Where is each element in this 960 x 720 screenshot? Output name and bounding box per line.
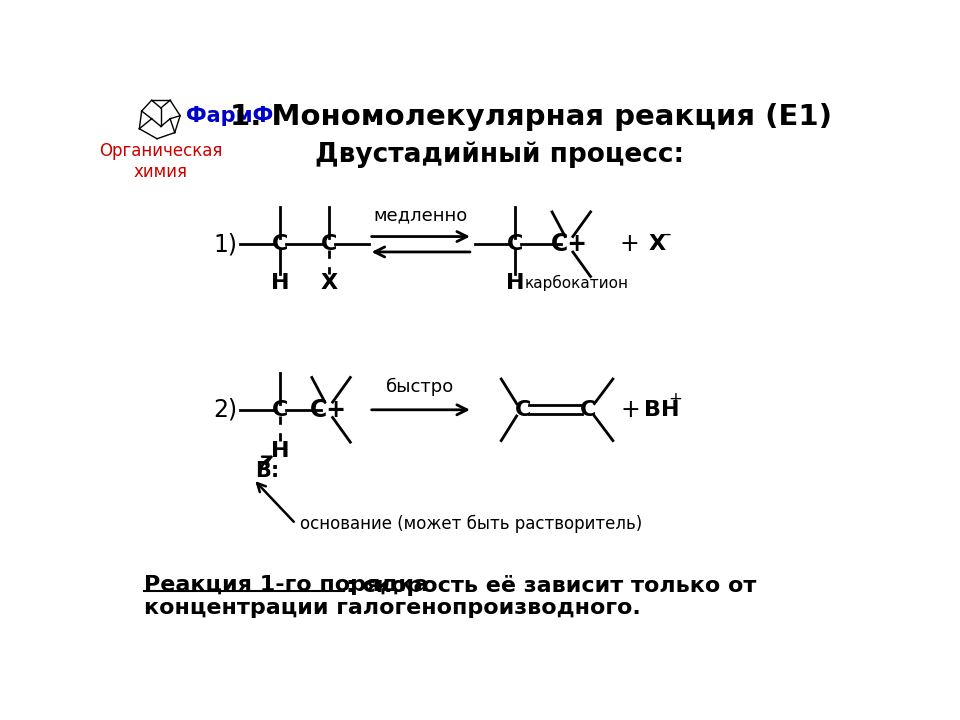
Text: 2): 2) bbox=[213, 397, 237, 422]
Text: H: H bbox=[271, 441, 290, 461]
Text: быстро: быстро bbox=[386, 378, 454, 396]
Text: концентрации галогенопроизводного.: концентрации галогенопроизводного. bbox=[144, 598, 640, 618]
Text: BH: BH bbox=[643, 400, 679, 420]
Text: 1): 1) bbox=[213, 233, 237, 256]
Text: C: C bbox=[515, 400, 531, 420]
Text: C+: C+ bbox=[550, 233, 588, 256]
Text: –: – bbox=[662, 225, 671, 243]
Text: Органическая
химия: Органическая химия bbox=[99, 142, 223, 181]
Text: X: X bbox=[321, 273, 337, 293]
Text: 1. Мономолекулярная реакция (Е1): 1. Мономолекулярная реакция (Е1) bbox=[229, 104, 831, 131]
Text: +: + bbox=[619, 233, 639, 256]
Text: C: C bbox=[580, 400, 596, 420]
Text: H: H bbox=[271, 273, 290, 293]
Text: B:: B: bbox=[255, 462, 280, 482]
Text: C: C bbox=[272, 400, 288, 420]
Text: C: C bbox=[321, 234, 337, 254]
Text: Двустадийный процесс:: Двустадийный процесс: bbox=[315, 142, 684, 168]
Text: ФармФ: ФармФ bbox=[185, 106, 273, 126]
Text: +: + bbox=[621, 397, 640, 422]
Text: : скорость её зависит только от: : скорость её зависит только от bbox=[346, 575, 756, 596]
Text: C: C bbox=[272, 234, 288, 254]
Text: +: + bbox=[668, 390, 683, 408]
Text: Реакция 1-го порядка: Реакция 1-го порядка bbox=[144, 575, 428, 595]
Text: основание (может быть растворитель): основание (может быть растворитель) bbox=[300, 515, 641, 533]
Text: C: C bbox=[507, 234, 523, 254]
Text: медленно: медленно bbox=[373, 206, 468, 224]
Text: H: H bbox=[506, 273, 524, 293]
Text: C+: C+ bbox=[310, 397, 348, 422]
Text: карбокатион: карбокатион bbox=[524, 274, 629, 291]
Text: X: X bbox=[649, 234, 666, 254]
